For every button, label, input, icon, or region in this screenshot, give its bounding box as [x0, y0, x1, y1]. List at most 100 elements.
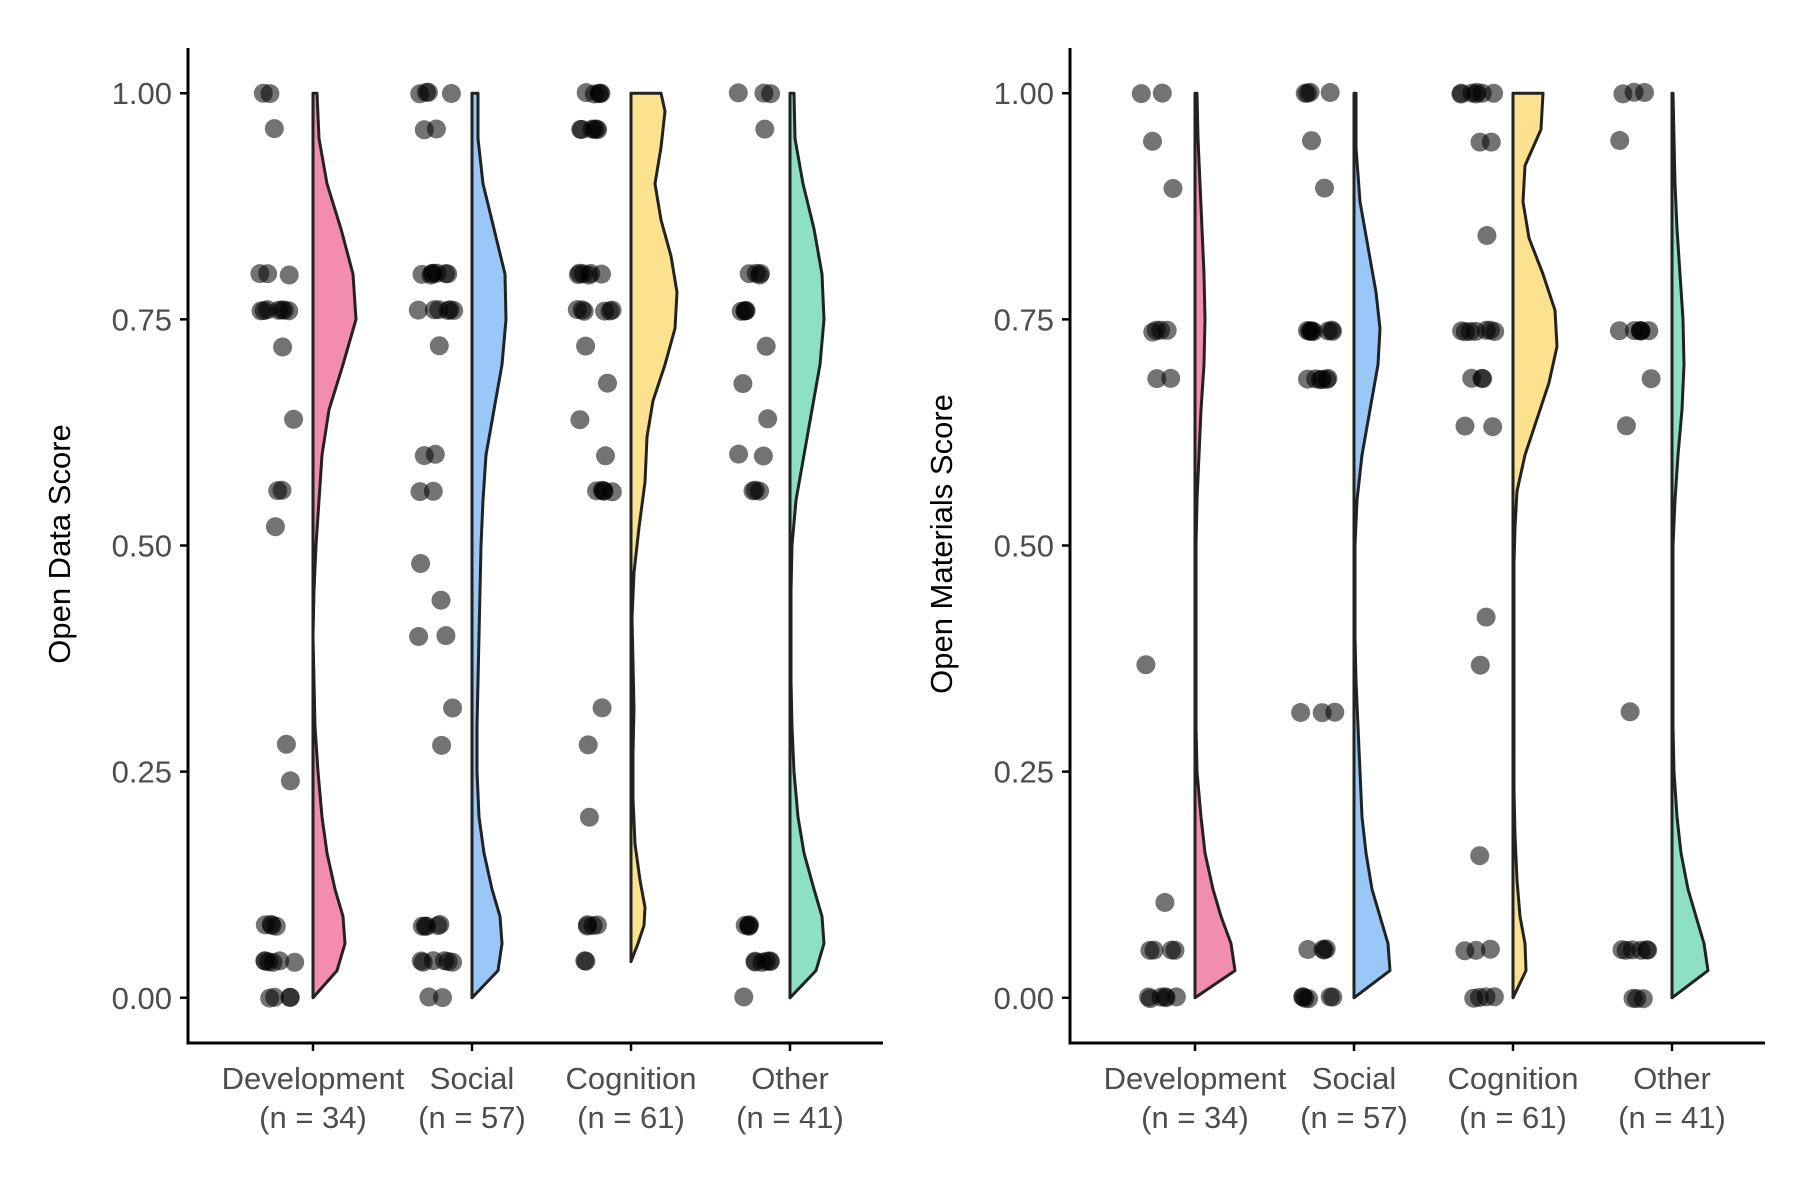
- open-materials-data-point: [1293, 987, 1313, 1007]
- open-materials-data-point: [1467, 82, 1487, 102]
- open-data-data-point: [570, 410, 590, 430]
- open-data-data-point: [735, 915, 755, 935]
- open-materials-data-point: [1470, 846, 1490, 866]
- open-data-data-point: [598, 373, 617, 393]
- open-materials-data-point: [1641, 369, 1661, 389]
- open-data-data-point: [745, 480, 765, 500]
- open-data-violin-development: [311, 91, 358, 1000]
- open-data-data-point: [734, 987, 754, 1007]
- open-materials-violins: [1193, 91, 1710, 1000]
- open-materials-data-point: [1140, 940, 1160, 960]
- open-data-x-tick-count: (n = 57): [418, 1100, 526, 1135]
- open-data-data-point: [438, 301, 458, 320]
- open-data-x-tick-count: (n = 41): [736, 1100, 844, 1135]
- open-data-data-point: [431, 590, 451, 610]
- open-data-data-point: [443, 698, 463, 718]
- open-materials-data-point: [1476, 607, 1496, 627]
- open-materials-data-point: [1323, 987, 1343, 1007]
- open-data-data-point: [436, 626, 456, 646]
- open-materials-data-point: [1315, 178, 1334, 198]
- open-data-data-point: [279, 265, 299, 285]
- open-materials-x-tick-count: (n = 34): [1141, 1100, 1249, 1135]
- open-materials-data-point: [1298, 940, 1318, 959]
- open-data-data-point: [265, 517, 285, 537]
- open-data-data-point: [435, 951, 454, 971]
- open-materials-data-point: [1312, 703, 1332, 723]
- open-data-data-point: [753, 446, 773, 466]
- open-materials-data-point: [1314, 940, 1334, 960]
- open-data-data-point: [578, 735, 598, 755]
- open-data-data-point: [269, 300, 289, 320]
- open-materials-data-point: [1139, 987, 1158, 1007]
- open-materials-violin-social: [1352, 91, 1392, 1000]
- open-materials-data-point: [1464, 988, 1484, 1008]
- open-materials-data-point: [1156, 988, 1176, 1008]
- open-data-data-point: [755, 119, 775, 139]
- open-data-data-point: [280, 987, 300, 1007]
- open-data-x-tick-count: (n = 61): [577, 1100, 685, 1135]
- open-materials-y-tick-label: 0.50: [994, 529, 1054, 564]
- open-materials-axis-ticks: 0.00 0.25 0.50 0.75 1.00 Development (n = 34) S…: [994, 76, 1726, 1135]
- open-materials-data-point: [1323, 321, 1342, 341]
- open-data-x-tick-label: Social: [430, 1061, 514, 1096]
- open-materials-data-point: [1631, 321, 1651, 341]
- open-materials-data-point: [1147, 369, 1167, 389]
- open-materials-violin-cognition: [1511, 91, 1559, 1000]
- open-data-data-point: [280, 771, 300, 791]
- open-data-axis-ticks: 0.00 0.25 0.50 0.75 1.00 Development (n = 34) S…: [112, 76, 844, 1135]
- open-data-data-point: [576, 83, 596, 103]
- open-materials-x-tick-label: Social: [1312, 1061, 1396, 1096]
- open-materials-data-point: [1165, 940, 1185, 960]
- open-materials-data-point: [1470, 655, 1490, 675]
- open-data-x-tick-label: Other: [751, 1061, 829, 1096]
- open-materials-data-point: [1451, 84, 1471, 104]
- open-data-data-point: [572, 120, 592, 139]
- open-data-data-point: [592, 698, 612, 718]
- open-data-data-point: [255, 951, 275, 971]
- open-materials-y-tick-label: 0.75: [994, 302, 1054, 337]
- open-data-data-point: [758, 409, 778, 429]
- open-materials-data-point: [1620, 702, 1640, 722]
- open-data-points: [250, 82, 781, 1008]
- open-materials-x-tick-label: Other: [1633, 1061, 1711, 1096]
- open-data-violin-other: [788, 91, 826, 1000]
- open-data-data-point: [433, 988, 452, 1008]
- open-materials-data-point: [1320, 83, 1340, 102]
- open-materials-data-point: [1146, 320, 1166, 340]
- open-materials-violin-development: [1193, 91, 1237, 1000]
- open-data-data-point: [728, 83, 748, 103]
- open-materials-data-point: [1470, 132, 1490, 152]
- open-materials-y-axis-title: Open Materials Score: [924, 394, 959, 694]
- open-data-x-tick-label: Cognition: [566, 1061, 697, 1096]
- open-data-violin-social: [470, 91, 508, 1000]
- open-data-data-point: [429, 336, 449, 356]
- open-materials-y-tick-label: 1.00: [994, 76, 1054, 111]
- open-materials-x-tick-count: (n = 41): [1618, 1100, 1726, 1135]
- open-data-data-point: [602, 482, 622, 502]
- open-data-x-tick-count: (n = 34): [259, 1100, 367, 1135]
- open-data-data-point: [414, 446, 434, 466]
- open-data-data-point: [587, 915, 607, 935]
- open-data-data-point: [575, 951, 595, 971]
- open-data-data-point: [421, 265, 441, 285]
- open-materials-data-point: [1131, 84, 1151, 104]
- open-data-data-point: [253, 83, 273, 103]
- open-materials-y-tick-label: 0.25: [994, 755, 1054, 790]
- open-materials-x-tick-label: Development: [1104, 1061, 1287, 1096]
- open-materials-data-point: [1462, 368, 1482, 388]
- open-materials-data-point: [1161, 368, 1181, 388]
- open-data-data-point: [595, 301, 615, 321]
- open-data-y-tick-label: 0.00: [112, 981, 172, 1016]
- open-data-data-point: [411, 554, 431, 573]
- open-data-data-point: [284, 409, 304, 429]
- open-data-data-point: [574, 301, 594, 321]
- open-data-data-point: [409, 627, 429, 646]
- open-data-data-point: [579, 807, 599, 827]
- open-data-data-point: [733, 374, 753, 394]
- open-materials-data-point: [1155, 893, 1175, 912]
- open-materials-data-point: [1635, 83, 1654, 102]
- open-data-y-tick-label: 0.50: [112, 529, 172, 564]
- open-data-data-point: [736, 301, 756, 320]
- open-materials-data-point: [1298, 369, 1317, 389]
